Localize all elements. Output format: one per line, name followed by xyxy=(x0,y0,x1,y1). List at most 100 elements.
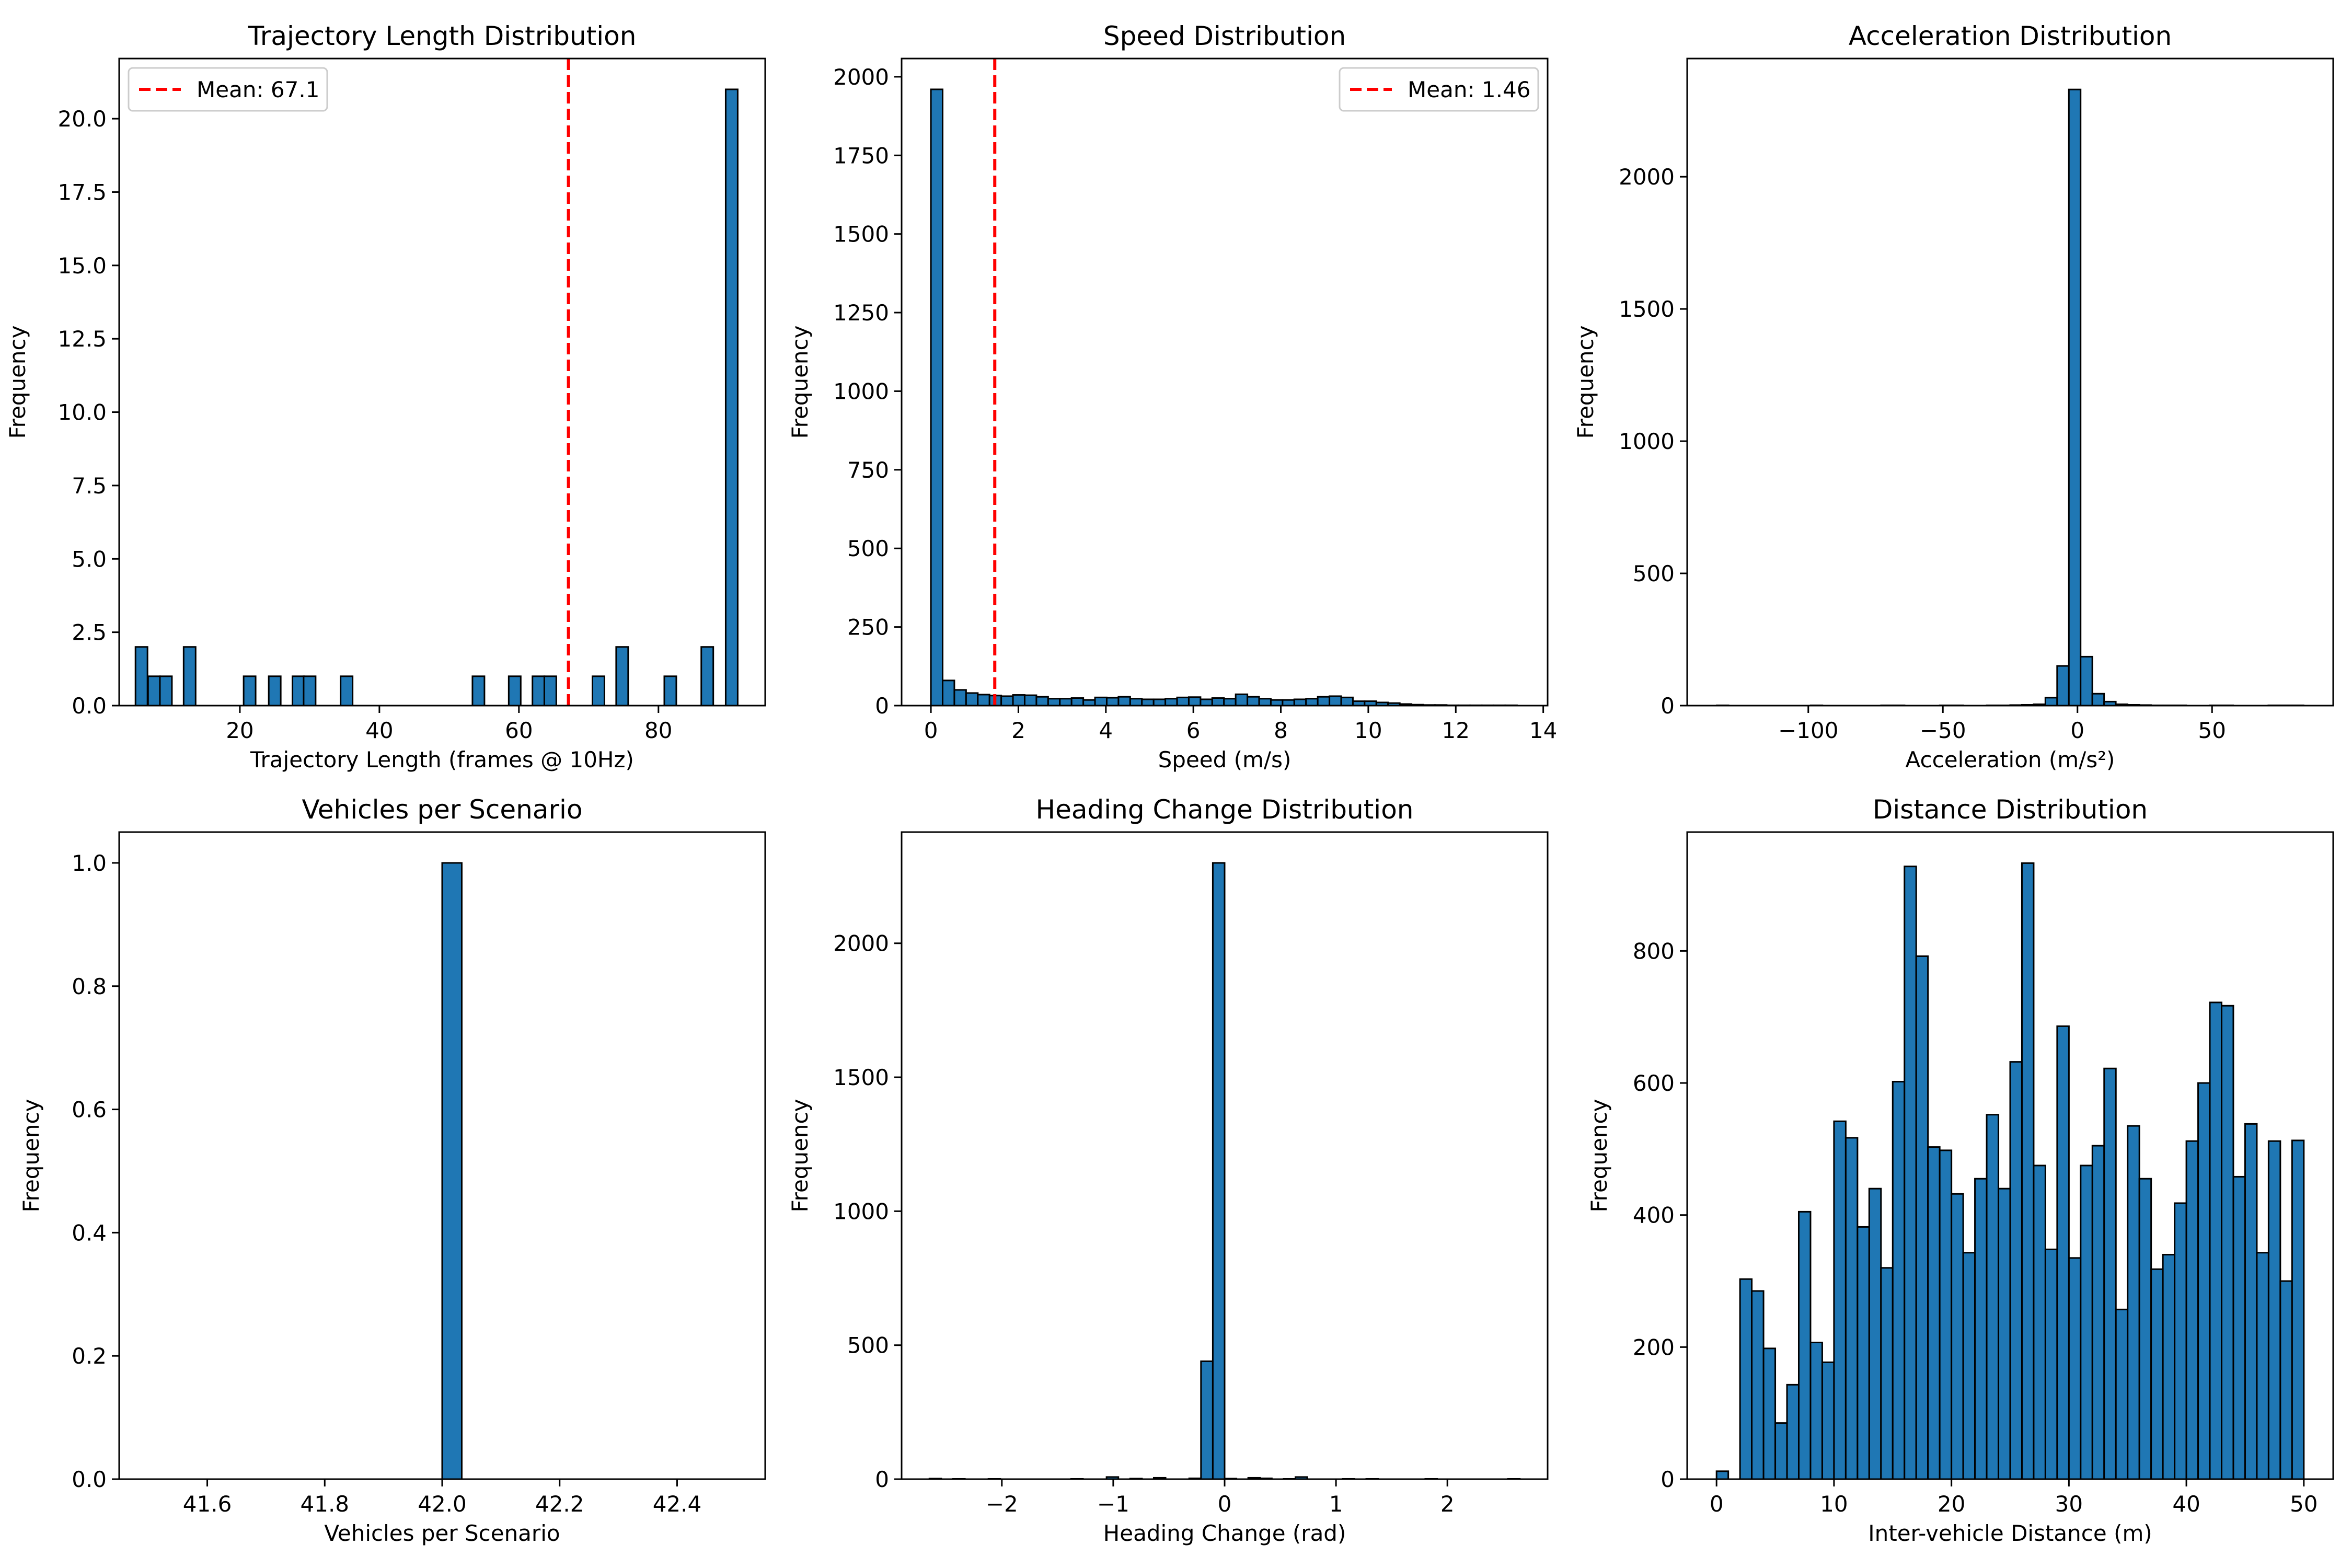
chart-panel-6: 0 10 20 30 40 50 0 200 400 600 800 Distance Distrib… xyxy=(1586,794,2334,1546)
histogram-bar xyxy=(1293,698,1307,707)
y-tick-label: 600 xyxy=(1633,1070,1675,1096)
y-tick-label: 0.6 xyxy=(72,1097,107,1123)
x-tick-label: 0 xyxy=(1710,1491,1724,1517)
y-tick-label: 20.0 xyxy=(57,106,107,132)
y-tick-label: 1250 xyxy=(833,300,889,326)
histogram-bar xyxy=(243,675,257,707)
histogram-bar xyxy=(1715,1470,1730,1480)
x-tick-label: 20 xyxy=(1938,1491,1965,1517)
histogram-bar xyxy=(1082,699,1096,707)
x-tick-label: 42.0 xyxy=(418,1491,467,1517)
x-tick-label: 0 xyxy=(2070,718,2084,743)
histogram-bar xyxy=(147,675,161,707)
histogram-bar xyxy=(2080,655,2093,707)
y-tick-label: 0 xyxy=(1661,1467,1675,1492)
axes-frame xyxy=(1686,57,2334,707)
y-axis-ticks: 0.0 2.5 5.0 7.5 10.0 12.5 15.0 17.5 20.0 xyxy=(57,106,119,719)
y-tick-label: 500 xyxy=(847,1333,889,1358)
histogram-bar xyxy=(508,675,522,707)
x-axis-label: Trajectory Length (frames @ 10Hz) xyxy=(250,747,634,773)
histogram-bar xyxy=(1211,697,1225,707)
chart-title: Speed Distribution xyxy=(1103,21,1346,51)
x-tick-label: −100 xyxy=(1778,718,1838,743)
x-tick-label: 40 xyxy=(365,718,393,743)
histogram-bar xyxy=(2185,1140,2199,1480)
y-axis-ticks: 0 500 1000 1500 2000 xyxy=(1619,164,1687,719)
y-tick-label: 1500 xyxy=(833,222,889,247)
histogram-bar xyxy=(1821,1361,1835,1480)
y-tick-label: 1500 xyxy=(1619,296,1675,322)
histogram-bar xyxy=(1200,1360,1214,1480)
x-tick-label: −1 xyxy=(1097,1491,1129,1517)
x-tick-label: 10 xyxy=(1820,1491,1848,1517)
histogram-bar xyxy=(1247,696,1260,707)
histogram-bar xyxy=(930,88,943,707)
y-tick-label: 2000 xyxy=(833,931,889,956)
histogram-bar xyxy=(663,675,677,707)
histogram-bar xyxy=(2080,1165,2093,1480)
histogram-bar xyxy=(159,675,173,707)
x-axis-ticks: 41.6 41.8 42.0 42.2 42.4 xyxy=(183,1479,701,1517)
histogram-bar xyxy=(2068,88,2082,707)
x-tick-label: 50 xyxy=(2198,718,2226,743)
histogram-bar xyxy=(2162,1253,2176,1480)
histogram-bar xyxy=(1235,693,1249,707)
histogram-bar xyxy=(1927,1146,1941,1480)
histogram-bar xyxy=(1282,699,1295,707)
x-tick-label: 50 xyxy=(2290,1491,2318,1517)
y-tick-label: 12.5 xyxy=(57,326,107,352)
histogram-bar xyxy=(2291,1139,2305,1480)
histogram-bar xyxy=(1270,699,1284,707)
histogram-bar xyxy=(292,675,306,707)
histogram-bar xyxy=(268,675,282,707)
x-tick-label: 42.4 xyxy=(653,1491,702,1517)
y-axis-ticks: 0 200 400 600 800 xyxy=(1633,938,1687,1492)
axes-frame xyxy=(118,57,766,707)
histogram-bar xyxy=(1223,698,1237,707)
x-tick-label: 4 xyxy=(1099,718,1113,743)
y-tick-label: 0 xyxy=(875,693,889,719)
legend-box xyxy=(1339,67,1539,112)
y-tick-label: 0.0 xyxy=(72,1467,107,1492)
x-tick-label: 30 xyxy=(2055,1491,2083,1517)
histogram-bar xyxy=(592,675,605,707)
histogram-bar xyxy=(1200,698,1213,707)
histogram-bar xyxy=(1152,698,1167,707)
histogram-bar xyxy=(2174,1202,2187,1480)
histogram-bar xyxy=(1797,1210,1812,1480)
x-axis-ticks: 20 40 60 80 xyxy=(226,706,673,743)
y-tick-label: 800 xyxy=(1633,938,1675,964)
y-tick-label: 2000 xyxy=(1619,164,1675,190)
chart-panel-4: 41.6 41.8 42.0 42.2 42.4 0.0 0.2 0.4 0.6 0.8 1.0 Ve… xyxy=(18,794,766,1546)
y-tick-label: 0 xyxy=(1661,693,1675,719)
histogram-bar xyxy=(700,646,714,707)
histogram-bar xyxy=(1012,694,1025,707)
x-axis-label: Acceleration (m/s²) xyxy=(1906,747,2115,773)
y-tick-label: 2.5 xyxy=(72,620,107,645)
histogram-bar xyxy=(1833,1120,1847,1480)
histogram-bar xyxy=(953,689,967,707)
y-axis-ticks: 0 500 1000 1500 2000 xyxy=(833,931,902,1492)
y-tick-label: 17.5 xyxy=(57,179,107,205)
histogram-bar xyxy=(182,646,197,707)
histogram-bar xyxy=(2197,1082,2211,1480)
histogram-bars xyxy=(1716,88,2304,707)
y-tick-label: 10.0 xyxy=(57,400,107,425)
y-axis-label: Frequency xyxy=(5,326,30,439)
x-tick-label: −50 xyxy=(1920,718,1966,743)
histogram-bar xyxy=(2044,697,2058,707)
x-axis-label: Speed (m/s) xyxy=(1158,747,1292,773)
histogram-bar xyxy=(2009,1061,2023,1480)
histogram-bar xyxy=(2150,1268,2164,1480)
histogram-bar xyxy=(1892,1081,1906,1480)
histogram-bar xyxy=(1070,697,1085,707)
histogram-bar xyxy=(1047,698,1061,707)
y-tick-label: 500 xyxy=(1633,561,1675,586)
histogram-bars xyxy=(441,862,463,1480)
histogram-bar xyxy=(1258,698,1272,707)
histogram-bar xyxy=(1880,1267,1894,1480)
histogram-bar xyxy=(2033,1165,2046,1480)
histogram-bar xyxy=(1187,696,1202,707)
histogram-bar xyxy=(1059,698,1073,707)
histogram-bar xyxy=(1962,1252,1976,1480)
